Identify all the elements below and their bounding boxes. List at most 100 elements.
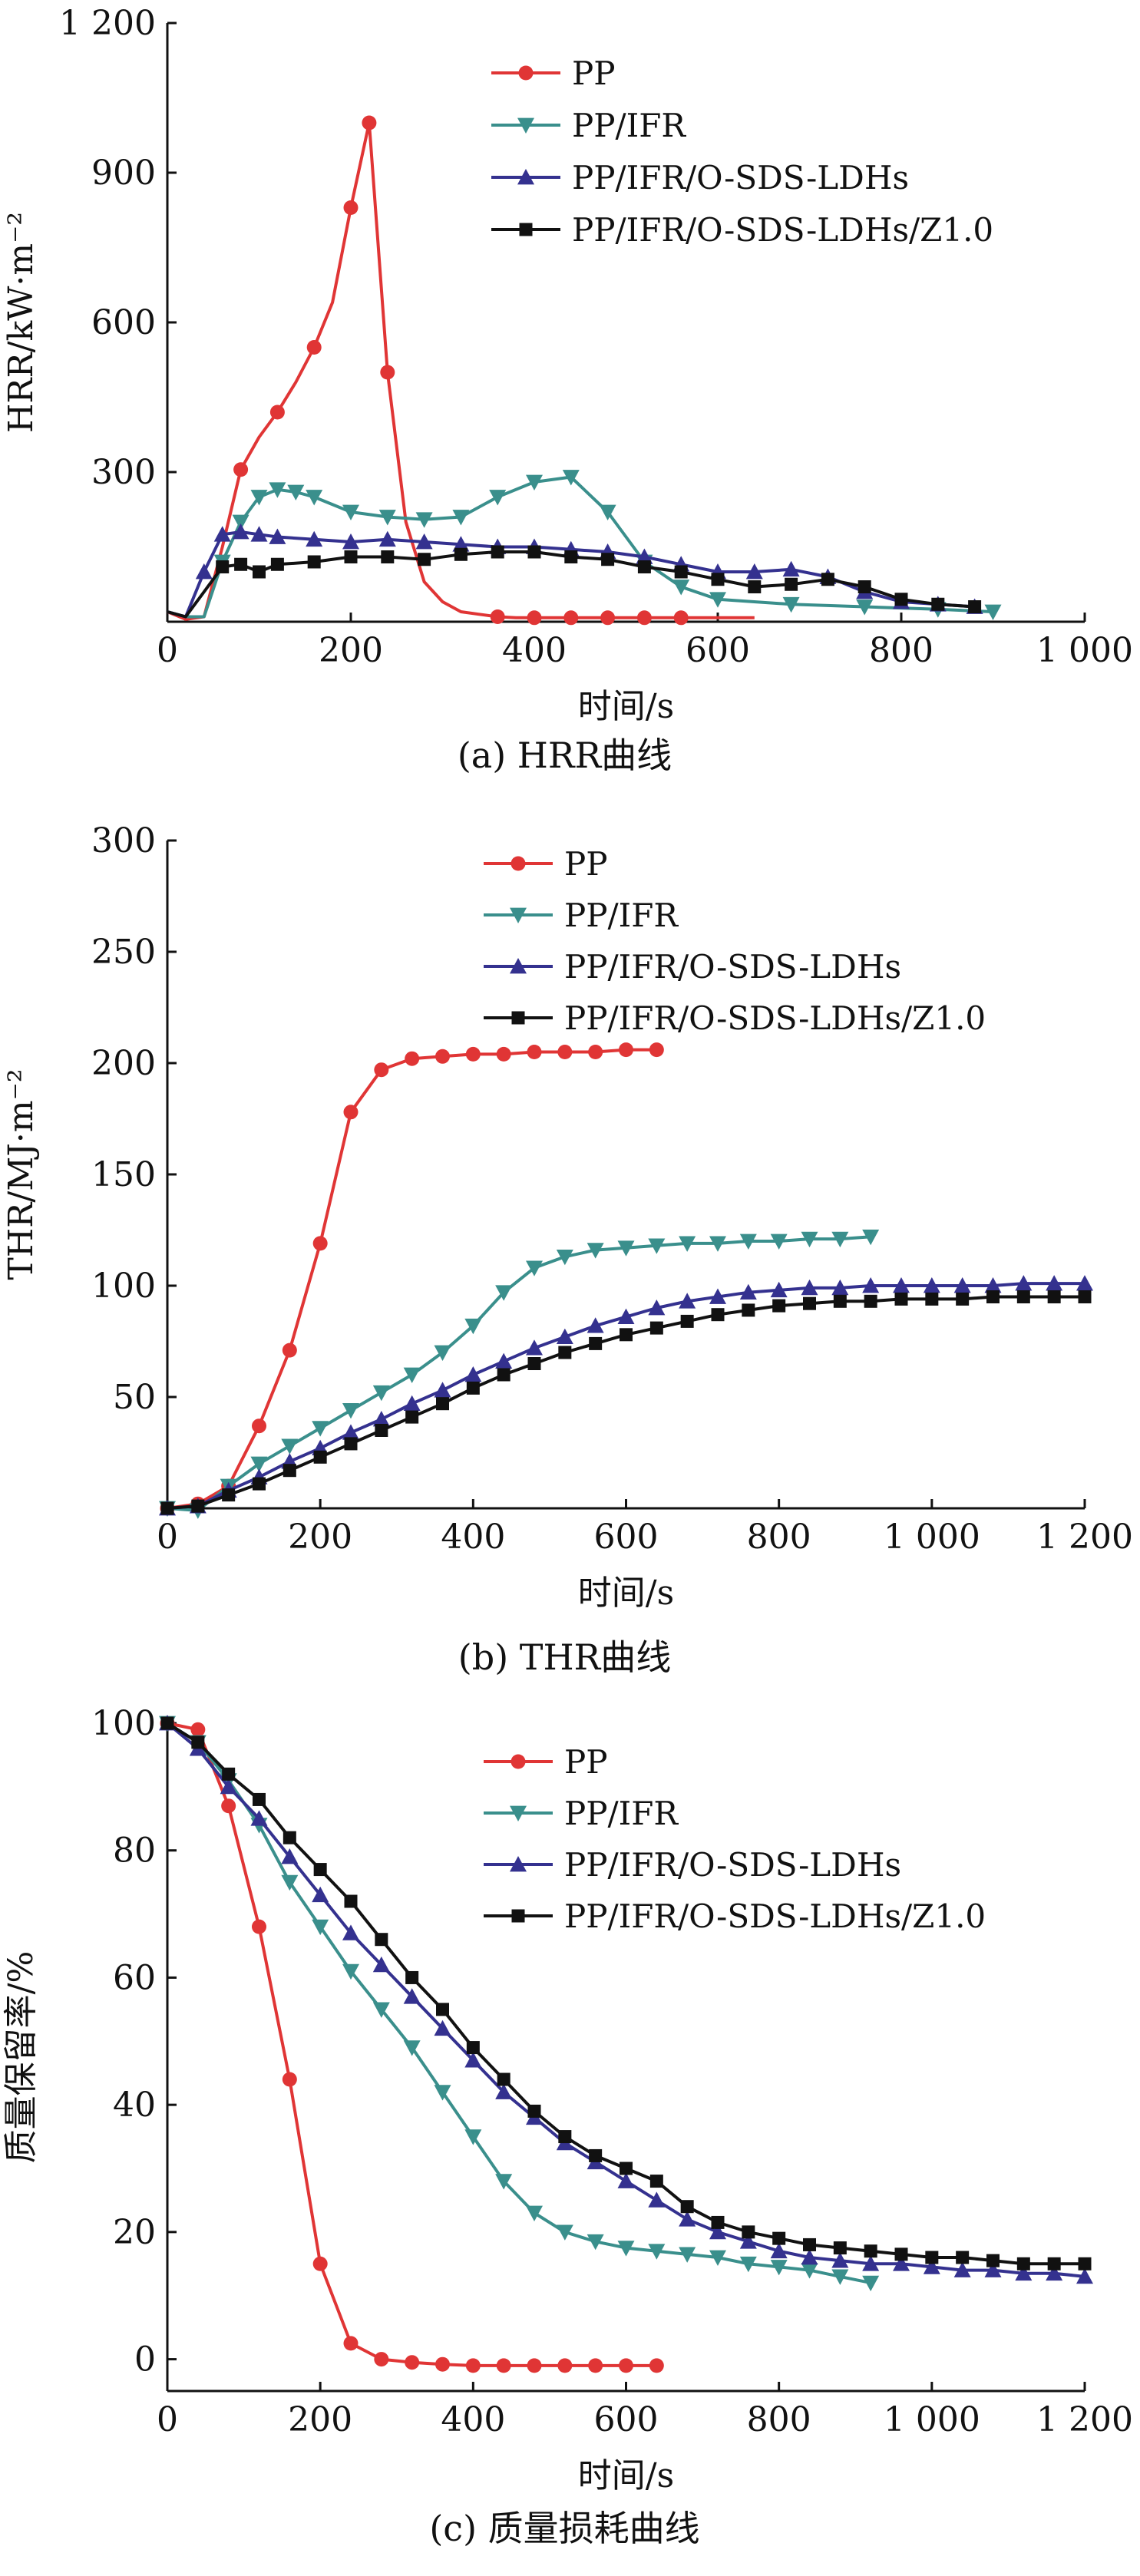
y-tick-label: 1 200: [59, 4, 156, 43]
data-point: [282, 1342, 297, 1358]
y-tick-label: 50: [113, 1378, 156, 1417]
series-line: [167, 1235, 871, 1512]
data-point: [742, 2225, 755, 2239]
data-point: [491, 545, 504, 559]
series-2: [167, 470, 1002, 620]
data-point: [674, 565, 688, 579]
series-line: [167, 475, 993, 619]
data-point: [466, 2041, 480, 2055]
legend-label: PP/IFR/O-SDS-LDHs/Z1.0: [564, 999, 986, 1037]
data-point: [587, 1243, 604, 1259]
data-point: [587, 1317, 604, 1333]
data-point: [679, 2211, 696, 2227]
series-line: [167, 1048, 657, 1510]
data-point: [342, 533, 359, 550]
data-point: [556, 2224, 573, 2241]
data-point: [1047, 2257, 1061, 2271]
y-tick-label: 300: [91, 821, 156, 860]
data-point: [679, 2247, 696, 2263]
data-point: [372, 2002, 390, 2018]
data-point: [856, 599, 874, 616]
data-point: [1078, 1290, 1092, 1303]
data-point: [986, 1290, 1000, 1303]
data-point: [526, 1339, 543, 1356]
data-point: [679, 1293, 696, 1309]
series-4: [160, 1290, 1092, 1515]
data-point: [232, 514, 249, 530]
data-point: [372, 1385, 390, 1402]
data-point: [344, 1437, 358, 1451]
chart-2: 0 200 400 600 800 1 000 1 200 50 100 150 200 250 300…: [2, 821, 1133, 1678]
data-point: [496, 2358, 511, 2373]
data-point: [344, 1894, 358, 1908]
data-point: [739, 2256, 757, 2273]
data-point: [649, 2175, 663, 2188]
legend-marker: [510, 1805, 527, 1821]
data-point: [306, 340, 322, 355]
data-point: [831, 1279, 849, 1296]
data-point: [281, 1874, 299, 1891]
data-point: [222, 1488, 236, 1502]
data-point: [831, 2269, 849, 2285]
data-point: [195, 563, 213, 580]
legend-label: PP/IFR/O-SDS-LDHs: [564, 948, 901, 986]
y-axis-label: THR/MJ·m⁻²: [2, 1069, 41, 1280]
data-point: [220, 1778, 237, 1795]
data-point: [495, 1285, 513, 1301]
y-tick-label: 150: [91, 1155, 156, 1194]
series-2: [159, 1716, 880, 2292]
data-point: [617, 2172, 635, 2188]
data-point: [250, 1456, 268, 1472]
data-point: [589, 1336, 603, 1350]
data-point: [558, 2130, 572, 2144]
data-point: [709, 2250, 726, 2266]
data-point: [306, 490, 323, 506]
data-point: [803, 2237, 816, 2251]
data-point: [380, 365, 395, 380]
data-point: [619, 1042, 633, 1058]
data-point: [405, 1970, 419, 1984]
data-point: [833, 2241, 847, 2255]
data-point: [862, 2275, 880, 2292]
data-point: [527, 545, 541, 559]
data-point: [801, 1279, 818, 1296]
data-point: [282, 2072, 297, 2087]
data-point: [785, 577, 798, 591]
legend-marker: [517, 169, 534, 185]
data-point: [894, 593, 908, 606]
legend-label: PP/IFR/O-SDS-LDHs/Z1.0: [564, 1897, 986, 1935]
data-point: [563, 610, 579, 626]
data-point: [191, 1735, 205, 1749]
data-point: [893, 1277, 910, 1293]
data-point: [526, 474, 543, 490]
data-point: [342, 1924, 359, 1940]
data-point: [490, 609, 505, 624]
data-point: [270, 557, 284, 571]
data-point: [617, 2241, 635, 2257]
x-tick-label: 600: [686, 631, 750, 670]
data-point: [190, 1722, 206, 1737]
data-point: [649, 1042, 664, 1058]
y-axis-label: 质量保留率/%: [2, 1951, 41, 2164]
data-point: [770, 1281, 788, 1298]
y-tick-label: 40: [113, 2086, 156, 2125]
data-point: [362, 115, 377, 130]
data-point: [649, 1321, 663, 1335]
y-tick-label: 900: [91, 154, 156, 193]
x-tick-label: 400: [441, 1518, 505, 1557]
data-point: [253, 1792, 266, 1806]
data-point: [925, 1292, 939, 1306]
data-point: [739, 1283, 757, 1300]
legend-marker: [510, 958, 527, 974]
data-point: [1015, 1275, 1033, 1291]
x-tick-label: 600: [594, 2400, 659, 2439]
data-point: [711, 2215, 725, 2229]
data-point: [862, 1229, 880, 1246]
data-point: [313, 1450, 327, 1464]
data-point: [232, 523, 249, 540]
legend: PP PP/IFR PP/IFR/O-SDS-LDHs PP/IFR/O-SDS-LD…: [491, 54, 993, 249]
data-point: [464, 2129, 482, 2145]
data-point: [649, 2358, 664, 2373]
data-point: [403, 1395, 421, 1412]
legend-label: PP: [564, 1743, 608, 1781]
